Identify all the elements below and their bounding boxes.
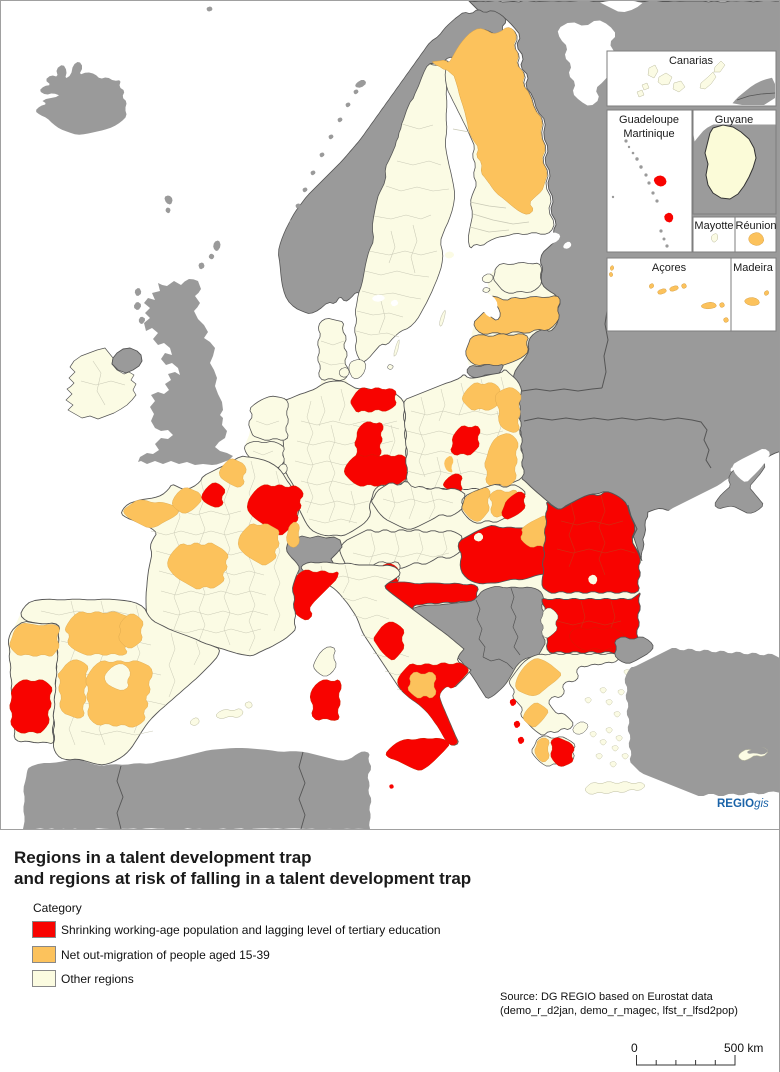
svg-text:Mayotte: Mayotte — [694, 220, 733, 232]
svg-text:Açores: Açores — [652, 262, 687, 274]
svg-text:Martinique: Martinique — [623, 128, 674, 140]
svg-text:Canarias: Canarias — [669, 55, 714, 67]
svg-text:Réunion: Réunion — [736, 220, 777, 232]
svg-text:Madeira: Madeira — [733, 262, 774, 274]
svg-text:REGIOgis: REGIOgis — [717, 798, 769, 810]
svg-text:Guadeloupe: Guadeloupe — [619, 114, 679, 126]
svg-text:Guyane: Guyane — [715, 114, 754, 126]
